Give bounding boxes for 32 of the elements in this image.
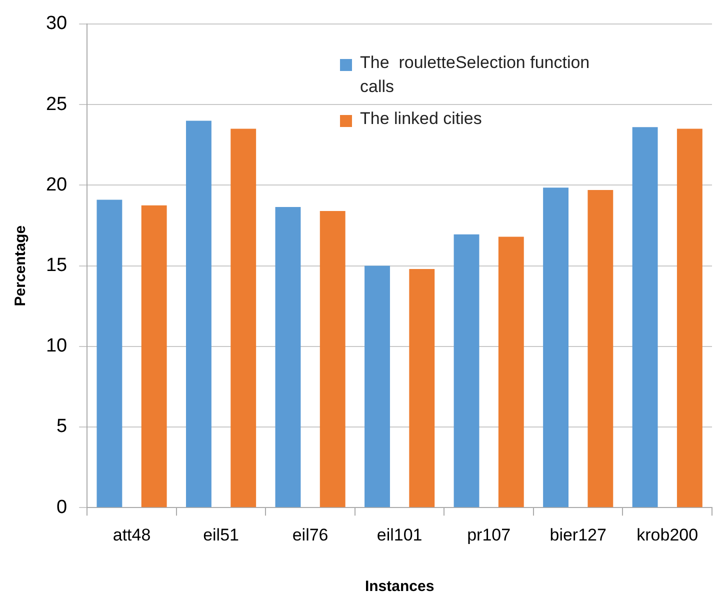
bar bbox=[186, 120, 212, 508]
y-tick-label: 15 bbox=[46, 255, 68, 276]
x-axis-title: Instances bbox=[364, 578, 434, 596]
y-tick-label: 5 bbox=[56, 416, 68, 438]
x-tick-label: eil51 bbox=[203, 525, 239, 544]
bar bbox=[96, 200, 122, 508]
bar bbox=[275, 206, 301, 508]
bar bbox=[632, 127, 658, 508]
bar bbox=[141, 205, 167, 508]
y-tick-label: 0 bbox=[56, 496, 68, 518]
bar bbox=[676, 128, 702, 508]
x-tick-label: eil76 bbox=[292, 525, 328, 544]
y-tick-label: 30 bbox=[46, 13, 68, 34]
x-tick-label: bier127 bbox=[550, 525, 606, 544]
x-tick-label: eil101 bbox=[376, 525, 422, 544]
x-tick-label: krob200 bbox=[636, 525, 698, 544]
bar bbox=[364, 266, 390, 508]
y-tick-label: 10 bbox=[46, 336, 68, 357]
x-tick-label: att48 bbox=[112, 525, 151, 544]
bar bbox=[543, 188, 569, 508]
bar bbox=[498, 236, 524, 508]
bar bbox=[320, 210, 346, 508]
y-tick-label: 25 bbox=[46, 94, 68, 115]
x-tick-label: pr107 bbox=[467, 525, 511, 544]
y-axis-title: Percentage bbox=[12, 225, 30, 306]
legend-label: The rouletteSelection function calls bbox=[360, 52, 591, 98]
bar bbox=[230, 128, 256, 508]
bar bbox=[409, 269, 435, 508]
bar bbox=[588, 190, 614, 508]
bar bbox=[454, 234, 480, 508]
legend-label: The linked cities bbox=[360, 108, 482, 130]
y-tick-label: 20 bbox=[46, 174, 68, 196]
